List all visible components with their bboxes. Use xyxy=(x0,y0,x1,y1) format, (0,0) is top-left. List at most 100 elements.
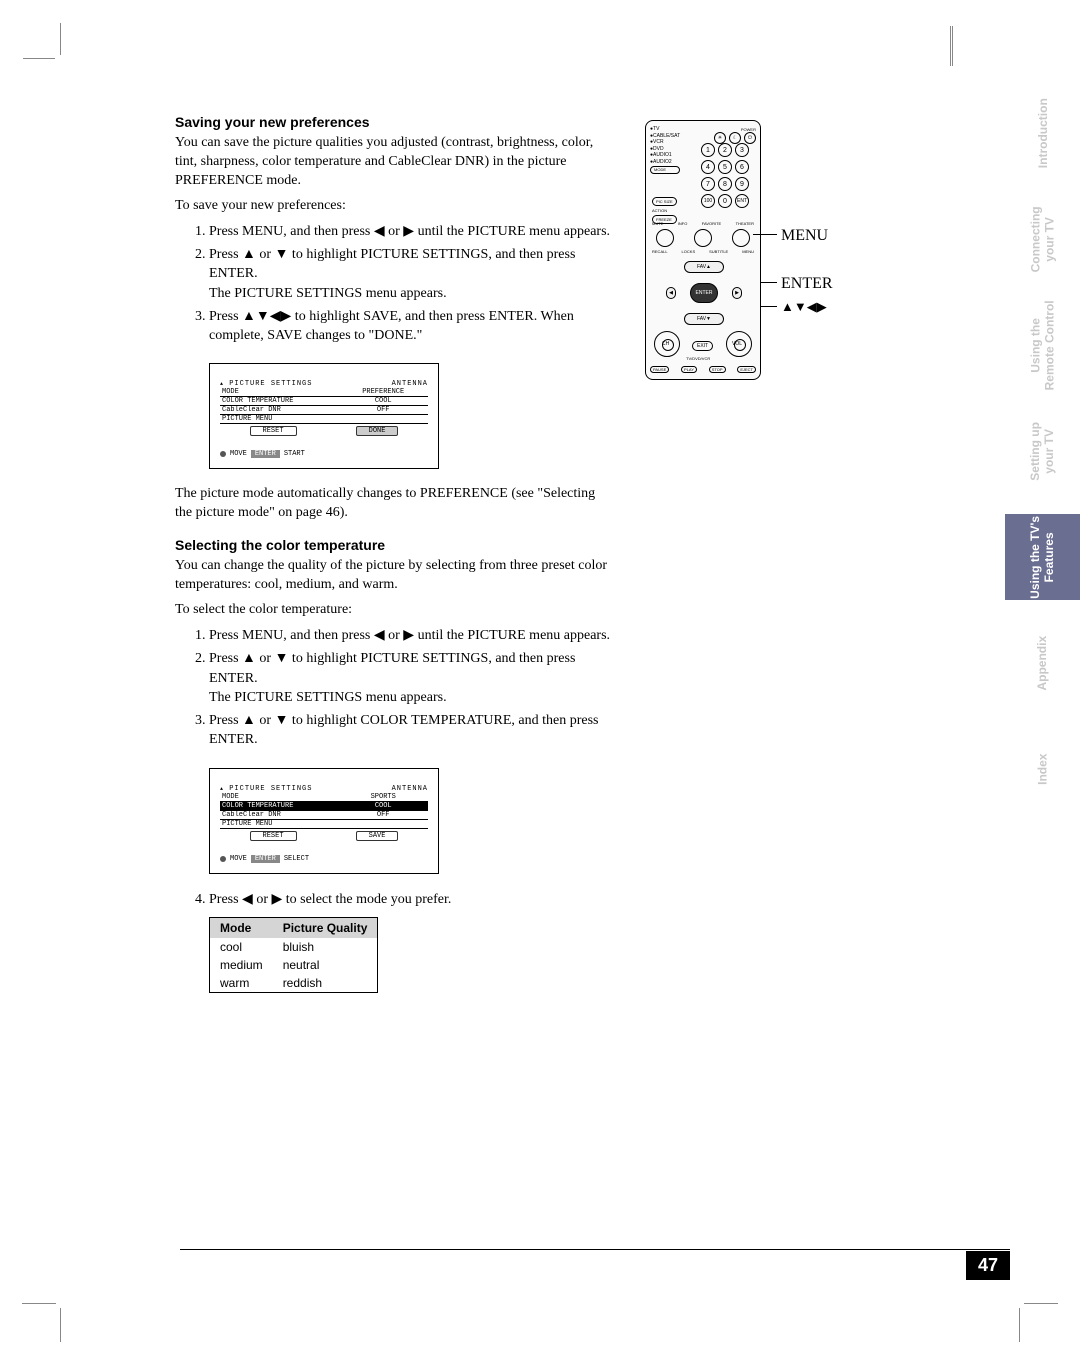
crop-mark xyxy=(22,1303,56,1304)
step: Press MENU, and then press ◀ or ▶ until … xyxy=(209,626,615,645)
pause-button: PAUSE xyxy=(650,366,669,373)
crop-mark xyxy=(950,26,953,66)
osd-footer-act: SELECT xyxy=(284,855,309,863)
table-cell: medium xyxy=(210,956,273,974)
table-cell: warm xyxy=(210,974,273,993)
osd-footer-enter: ENTER xyxy=(251,855,280,863)
num-100: 100 xyxy=(701,194,715,208)
num-ent: ENT xyxy=(735,194,749,208)
num-0: 0 xyxy=(718,194,732,208)
num-3: 3 xyxy=(735,143,749,157)
move-icon xyxy=(220,856,226,862)
callout-arrows: ▲▼◀▶ xyxy=(781,299,827,315)
osd-row: COLOR TEMPERATURE xyxy=(220,397,338,405)
dvd-label: TV/DVD/VCR xyxy=(686,356,710,361)
num-9: 9 xyxy=(735,177,749,191)
step: Press ▲ or ▼ to highlight PICTURE SETTIN… xyxy=(209,245,615,303)
steps-color-temp: Press MENU, and then press ◀ or ▶ until … xyxy=(209,626,615,750)
locks-label: LOCKS xyxy=(682,249,696,254)
play-button: PLAY xyxy=(681,366,697,373)
after-save-prefs: The picture mode automatically changes t… xyxy=(175,485,615,523)
steps-save-prefs: Press MENU, and then press ◀ or ▶ until … xyxy=(209,222,615,346)
tab-appendix: Appendix xyxy=(1005,620,1080,706)
tab-features-active: Using the TV'sFeatures xyxy=(1005,514,1080,600)
osd-menu-colortemp: ▲ PICTURE SETTINGS ANTENNA MODESPORTS CO… xyxy=(209,768,439,874)
table-cell: neutral xyxy=(273,956,378,974)
chapter-tabs: Introduction Connectingyour TV Using the… xyxy=(1005,90,1080,832)
osd-row: PICTURE MENU xyxy=(220,820,338,828)
osd-footer-move: MOVE xyxy=(230,855,247,863)
info-button xyxy=(694,229,712,247)
crop-mark xyxy=(1024,1303,1058,1304)
num-8: 8 xyxy=(718,177,732,191)
mode-button: MODE xyxy=(650,166,680,174)
osd-val: PREFERENCE xyxy=(338,388,428,396)
heading-save-prefs: Saving your new preferences xyxy=(175,114,615,130)
label-line xyxy=(761,282,777,283)
osd-source: ANTENNA xyxy=(392,785,428,793)
callout-enter: ENTER xyxy=(781,275,833,293)
move-icon xyxy=(220,451,226,457)
osd-button-reset: RESET xyxy=(250,831,297,841)
osd-button-reset: RESET xyxy=(250,426,297,436)
num-1: 1 xyxy=(701,143,715,157)
num-7: 7 xyxy=(701,177,715,191)
dpad-down: FAV▼ xyxy=(684,313,724,325)
action-label: ACTION xyxy=(652,208,677,213)
osd-val xyxy=(338,820,428,828)
osd-val: COOL xyxy=(338,397,428,405)
num-2: 2 xyxy=(718,143,732,157)
remote-label: ●AUDIO2 xyxy=(650,160,680,166)
remote-device-list: ●TV ●CABLE/SAT ●VCR ●DVD ●AUDIO1 ●AUDIO2… xyxy=(650,127,680,174)
page-number: 47 xyxy=(966,1251,1010,1280)
osd-val xyxy=(338,415,428,423)
osd-title: ▲ PICTURE SETTINGS xyxy=(220,380,312,388)
theater-label: THEATER xyxy=(736,221,754,226)
tab-connecting: Connectingyour TV xyxy=(1005,196,1080,282)
osd-row: CableClear DNR xyxy=(220,406,338,414)
osd-row: MODE xyxy=(220,793,338,801)
remote-label: ●VCR xyxy=(650,140,680,146)
callout-menu: MENU xyxy=(781,227,828,245)
tab-index: Index xyxy=(1005,726,1080,812)
tab-setup: Setting upyour TV xyxy=(1005,408,1080,494)
crop-mark xyxy=(23,58,55,59)
num-4: 4 xyxy=(701,160,715,174)
tab-remote: Using theRemote Control xyxy=(1005,302,1080,388)
mode-table: Mode Picture Quality coolbluish mediumne… xyxy=(209,917,378,993)
remote-label: ●AUDIO1 xyxy=(650,153,680,159)
osd-button-done: DONE xyxy=(356,426,399,436)
step: Press MENU, and then press ◀ or ▶ until … xyxy=(209,222,615,241)
table-header: Picture Quality xyxy=(273,918,378,939)
osd-val: SPORTS xyxy=(338,793,428,801)
lead-color-temp: To select the color temperature: xyxy=(175,601,615,620)
vol-button: VOL xyxy=(726,331,752,357)
osd-val: COOL xyxy=(338,802,428,810)
menu-label: MENU xyxy=(742,249,754,254)
subtitle-label: SUBTITLE xyxy=(709,249,728,254)
step-note: The PICTURE SETTINGS menu appears. xyxy=(209,688,615,707)
step-text: Press ▲ or ▼ to highlight PICTURE SETTIN… xyxy=(209,247,575,281)
main-content: Saving your new preferences You can save… xyxy=(175,114,615,993)
osd-row-highlighted: COLOR TEMPERATURE xyxy=(220,802,338,810)
osd-row: PICTURE MENU xyxy=(220,415,338,423)
num-5: 5 xyxy=(718,160,732,174)
recall-label: RECALL xyxy=(652,249,668,254)
step-note: The PICTURE SETTINGS menu appears. xyxy=(209,284,615,303)
heading-color-temp: Selecting the color temperature xyxy=(175,537,615,553)
lead-save-prefs: To save your new preferences: xyxy=(175,197,615,216)
step: Press ▲ or ▼ to highlight PICTURE SETTIN… xyxy=(209,649,615,707)
dpad-right: ▶ xyxy=(732,287,742,299)
table-header: Mode xyxy=(210,918,273,939)
osd-row: CableClear DNR xyxy=(220,811,338,819)
steps-color-temp-cont: Press ◀ or ▶ to select the mode you pref… xyxy=(209,890,615,909)
tab-introduction: Introduction xyxy=(1005,90,1080,176)
table-cell: bluish xyxy=(273,938,378,956)
table-cell: cool xyxy=(210,938,273,956)
picsize-button: PIC SIZE xyxy=(652,197,677,206)
eject-button: EJECT xyxy=(737,366,756,373)
osd-button-save: SAVE xyxy=(356,831,399,841)
osd-val: OFF xyxy=(338,811,428,819)
crop-mark xyxy=(60,1308,61,1342)
remote-body: ●TV ●CABLE/SAT ●VCR ●DVD ●AUDIO1 ●AUDIO2… xyxy=(645,120,761,380)
